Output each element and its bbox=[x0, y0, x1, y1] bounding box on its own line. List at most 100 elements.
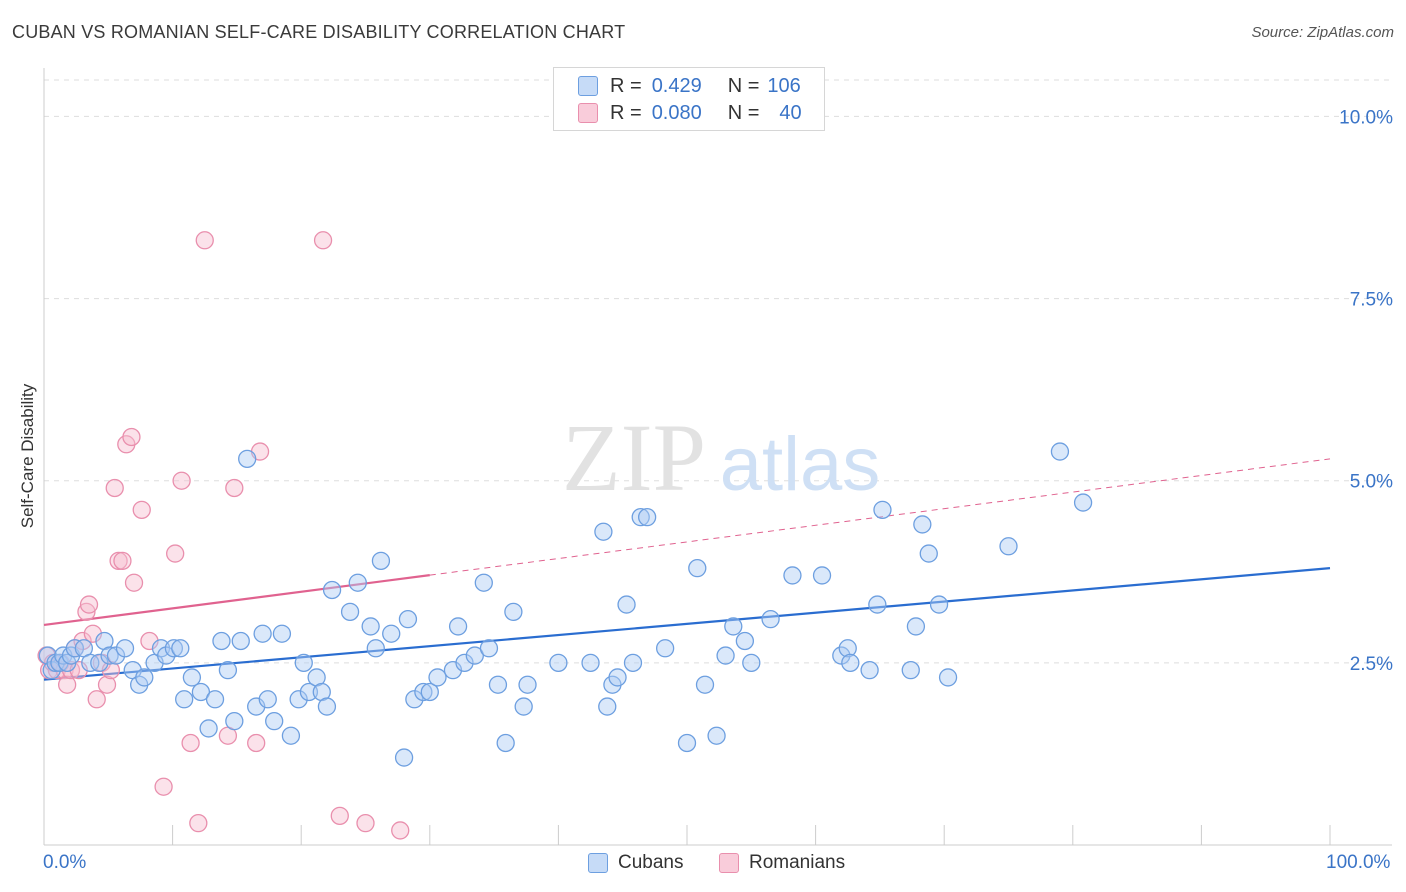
cuban-point bbox=[707, 726, 726, 745]
cuban-point bbox=[783, 566, 802, 585]
cuban-point bbox=[906, 617, 926, 636]
trend-lines bbox=[43, 458, 1331, 681]
cuban-point bbox=[695, 675, 715, 694]
cuban-point bbox=[860, 660, 879, 680]
cuban-point bbox=[474, 573, 493, 592]
cuban-point bbox=[322, 580, 342, 600]
romanian-point bbox=[225, 478, 244, 498]
r-value: 0.429 bbox=[651, 74, 702, 97]
cuban-point bbox=[205, 690, 225, 709]
cuban-point bbox=[231, 631, 250, 651]
cubans-trend-line bbox=[43, 567, 1331, 681]
cuban-point bbox=[637, 507, 657, 527]
cuban-point bbox=[238, 449, 257, 469]
romanian-point bbox=[79, 595, 99, 614]
romanian-point bbox=[391, 821, 410, 840]
x-tick-max: 100.0% bbox=[1326, 852, 1391, 873]
cuban-point bbox=[299, 682, 319, 702]
y-tick-labels: 2.5% 5.0% 7.5% 10.0% bbox=[1339, 107, 1393, 674]
r-value: 0.080 bbox=[651, 101, 702, 124]
cuban-point bbox=[841, 653, 860, 673]
cuban-point bbox=[281, 726, 301, 745]
cuban-point bbox=[518, 675, 537, 694]
cuban-point bbox=[488, 675, 508, 694]
romanian-point bbox=[57, 675, 77, 694]
y-tick-label: 10.0% bbox=[1339, 107, 1393, 128]
cuban-point bbox=[265, 711, 284, 731]
y-tick-label: 2.5% bbox=[1350, 654, 1393, 675]
cuban-point bbox=[398, 609, 418, 629]
watermark-zip: ZIP bbox=[562, 404, 706, 511]
romanian-point bbox=[73, 631, 92, 651]
romanian-point bbox=[166, 544, 185, 563]
romanian-point bbox=[113, 551, 132, 571]
n-value: 106 bbox=[767, 74, 801, 97]
r-label: R = bbox=[610, 101, 642, 124]
watermark-atlas: atlas bbox=[720, 422, 881, 507]
y-axis-title: Self-Care Disability bbox=[18, 383, 37, 529]
cuban-point bbox=[382, 624, 401, 643]
cuban-point bbox=[135, 668, 154, 687]
cuban-point bbox=[348, 573, 367, 592]
cuban-point bbox=[655, 639, 675, 658]
cuban-point bbox=[199, 719, 218, 738]
cuban-point bbox=[371, 551, 391, 571]
cuban-point bbox=[742, 653, 761, 673]
stats-legend: R = 0.429 N = 106 R = 0.080 N = 40 bbox=[553, 67, 825, 131]
cuban-point bbox=[868, 595, 887, 614]
romanian-point bbox=[124, 573, 144, 592]
cuban-point bbox=[608, 668, 627, 687]
cuban-point bbox=[191, 682, 211, 702]
romanians-trend-line bbox=[43, 574, 430, 627]
cuban-point bbox=[929, 595, 949, 614]
cuban-point bbox=[913, 515, 932, 534]
cuban-point bbox=[157, 646, 176, 665]
cuban-point bbox=[812, 566, 832, 585]
source-label: Source: ZipAtlas.com bbox=[1251, 24, 1394, 41]
romanians-swatch bbox=[578, 103, 598, 123]
cuban-point bbox=[164, 639, 184, 658]
cubans-legend-label: Cubans bbox=[618, 852, 684, 873]
cuban-point bbox=[761, 609, 780, 629]
cuban-point bbox=[838, 639, 857, 658]
romanian-point bbox=[122, 427, 141, 447]
cuban-point bbox=[394, 748, 414, 767]
romanian-point bbox=[154, 777, 173, 796]
cuban-point bbox=[623, 653, 643, 673]
legend-row-cubans: R = 0.429 N = 106 bbox=[578, 73, 801, 99]
y-tick-label: 7.5% bbox=[1350, 290, 1393, 311]
n-label: N = bbox=[727, 74, 760, 97]
cuban-point bbox=[272, 624, 292, 643]
n-value: 40 bbox=[779, 101, 802, 124]
romanians-trend-extension bbox=[429, 458, 1331, 576]
cuban-point bbox=[294, 653, 313, 673]
cuban-point bbox=[258, 690, 277, 709]
cuban-point bbox=[724, 617, 743, 636]
cubans-swatch bbox=[578, 76, 598, 96]
cuban-point bbox=[175, 690, 194, 709]
cuban-point bbox=[465, 646, 484, 665]
cuban-point bbox=[90, 653, 109, 673]
data-points bbox=[37, 231, 1093, 840]
cuban-point bbox=[581, 653, 600, 673]
r-label: R = bbox=[610, 74, 642, 97]
gridlines bbox=[44, 79, 1392, 664]
cuban-point bbox=[100, 646, 119, 665]
cuban-point bbox=[631, 507, 650, 527]
romanians-legend-swatch bbox=[719, 853, 739, 873]
x-tick-min: 0.0% bbox=[43, 852, 87, 873]
axes bbox=[43, 68, 1392, 846]
romanian-point bbox=[189, 813, 208, 833]
cuban-point bbox=[735, 631, 755, 651]
romanian-point bbox=[105, 478, 124, 498]
cuban-point bbox=[549, 653, 568, 673]
watermark: ZIP atlas bbox=[562, 404, 880, 511]
cuban-point bbox=[598, 697, 617, 716]
romanian-point bbox=[330, 806, 349, 826]
cuban-point bbox=[688, 558, 707, 578]
romanian-point bbox=[87, 690, 106, 709]
cuban-point bbox=[171, 639, 190, 658]
cuban-point bbox=[428, 668, 447, 687]
romanian-point bbox=[109, 551, 128, 571]
